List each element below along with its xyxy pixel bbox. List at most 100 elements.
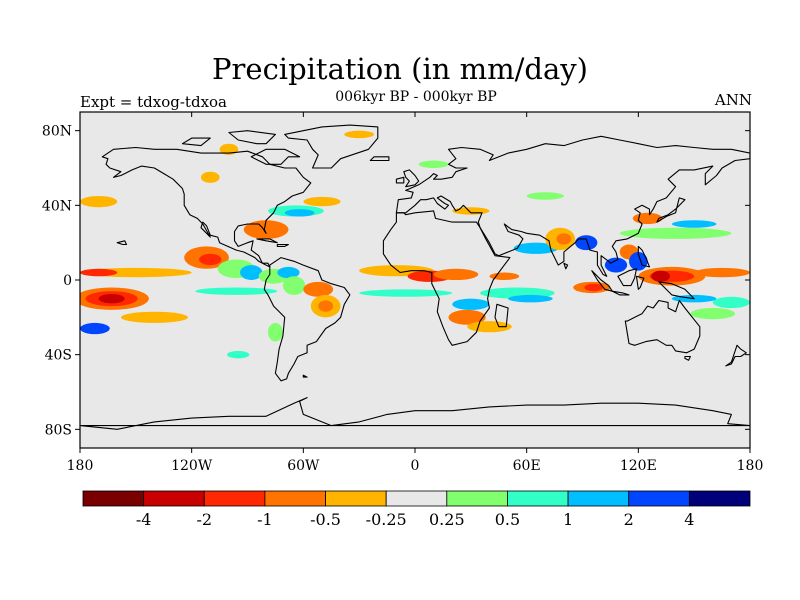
anomaly-patch xyxy=(467,321,512,333)
colorbar-label: 1 xyxy=(563,510,573,529)
coastline xyxy=(658,281,695,300)
anomaly-patch xyxy=(556,233,572,245)
anomaly-patch xyxy=(284,209,315,217)
anomaly-patch xyxy=(318,300,334,312)
lon-tick-label: 60E xyxy=(513,458,541,474)
anomaly-patch xyxy=(632,212,663,224)
colorbar-label: -1 xyxy=(257,510,273,529)
colorbar-label: -4 xyxy=(136,510,152,529)
colorbar: -4 -2 -1 -0.5 -0.25 0.25 0.5 1 2 4 xyxy=(82,490,751,529)
longitude-axis: 180 120W 60W 0 60E 120E 180 xyxy=(67,112,764,474)
anomaly-patch xyxy=(195,287,278,295)
anomaly-patch xyxy=(199,253,222,266)
colorbar-label: 2 xyxy=(624,510,634,529)
coastline xyxy=(263,257,351,382)
anomaly-patch xyxy=(584,283,603,292)
lon-tick-label: 0 xyxy=(411,458,420,474)
colorbar-swatch xyxy=(446,490,508,507)
lat-tick-label: 0 xyxy=(63,273,72,289)
coastline xyxy=(617,268,638,287)
coastline xyxy=(256,238,278,244)
coastline xyxy=(395,135,750,277)
anomaly-patch xyxy=(575,235,598,251)
anomaly-patch xyxy=(513,242,559,254)
colorbar-swatch xyxy=(203,490,266,507)
anomaly-patch xyxy=(359,289,453,297)
anomaly-patch xyxy=(200,171,220,183)
anomaly-patch xyxy=(243,220,289,239)
plot-subtitle: 006kyr BP - 000kyr BP xyxy=(335,89,497,105)
season-label: ANN xyxy=(714,91,752,109)
anomaly-patch xyxy=(98,294,125,304)
anomaly-patch xyxy=(690,308,736,320)
coastline xyxy=(563,262,569,270)
anomaly-patch xyxy=(619,227,732,239)
colorbar-label: 4 xyxy=(684,510,694,529)
anomaly-patch xyxy=(303,196,341,207)
anomaly-patch xyxy=(267,322,283,342)
colorbar-label: -2 xyxy=(196,510,212,529)
coastline xyxy=(624,299,701,354)
latitude-axis: 80N 40N 0 40S 80S xyxy=(42,124,750,438)
lon-tick-label: 180 xyxy=(67,458,94,474)
experiment-label: Expt = tdxog-tdxoa xyxy=(80,93,227,111)
anomaly-patch xyxy=(452,207,490,215)
anomaly-patch xyxy=(80,196,118,208)
coastline xyxy=(656,197,686,223)
anomaly-patch xyxy=(712,296,750,308)
colorbar-swatch xyxy=(567,490,630,507)
anomaly-patch xyxy=(120,311,188,323)
colorbar-label: -0.25 xyxy=(366,510,407,529)
anomaly-patch xyxy=(651,270,670,282)
anomaly-patch xyxy=(452,298,490,310)
anomaly-patch xyxy=(282,276,306,295)
lon-tick-label: 180 xyxy=(737,458,764,474)
coastline xyxy=(80,397,750,430)
anomaly-patch xyxy=(433,268,479,280)
coastline xyxy=(276,243,289,247)
coastline xyxy=(395,176,405,184)
colorbar-label: 0.5 xyxy=(495,510,520,529)
anomaly-field xyxy=(80,130,750,359)
coastline xyxy=(725,344,747,367)
anomaly-patch xyxy=(694,267,750,278)
anomaly-patch xyxy=(80,268,118,277)
colorbar-swatch xyxy=(507,490,569,507)
coastlines xyxy=(80,124,750,430)
coastline xyxy=(403,169,420,188)
anomaly-patch xyxy=(671,220,717,228)
coastline xyxy=(284,124,379,169)
anomaly-patch xyxy=(418,160,449,168)
anomaly-patch xyxy=(80,322,110,335)
colorbar-swatch xyxy=(325,490,387,507)
coastline xyxy=(302,374,308,378)
lat-tick-label: 40S xyxy=(45,348,72,364)
colorbar-swatch xyxy=(143,490,205,507)
anomaly-patch xyxy=(448,309,486,325)
coastline xyxy=(684,355,691,361)
coastline xyxy=(635,275,645,290)
coastline xyxy=(637,245,651,268)
anomaly-patch xyxy=(629,252,648,271)
anomaly-patch xyxy=(344,130,375,139)
colorbar-swatch xyxy=(385,490,448,507)
coastline xyxy=(494,303,509,328)
anomaly-patch xyxy=(604,257,628,273)
anomaly-patch xyxy=(508,294,553,303)
coastline xyxy=(228,130,276,145)
anomaly-patch xyxy=(227,350,250,359)
lat-tick-label: 80N xyxy=(42,124,72,140)
coastline xyxy=(369,156,390,162)
coastline xyxy=(611,290,630,296)
colorbar-swatch xyxy=(82,490,145,507)
colorbar-swatch xyxy=(264,490,326,507)
colorbar-swatch xyxy=(688,490,751,507)
colorbar-label: 0.25 xyxy=(429,510,465,529)
colorbar-swatch xyxy=(628,490,690,507)
coastline xyxy=(181,137,211,147)
coastline xyxy=(250,148,301,165)
coastline xyxy=(116,240,128,246)
lon-tick-label: 120W xyxy=(171,458,213,474)
coastline xyxy=(101,146,312,268)
lon-tick-label: 60W xyxy=(287,458,320,474)
